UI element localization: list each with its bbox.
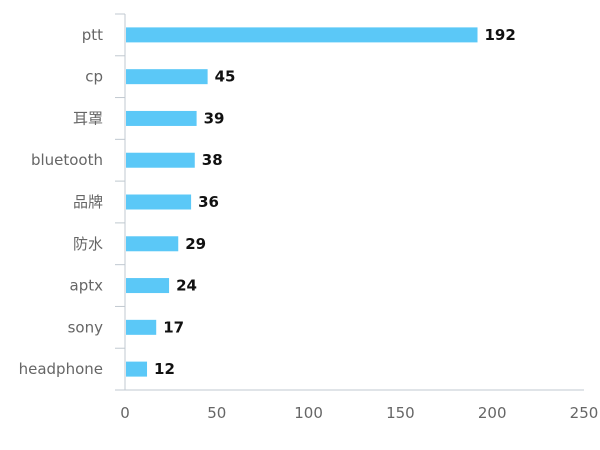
data-label: 12 — [154, 360, 175, 378]
bar-8 — [126, 319, 157, 335]
bar-3 — [126, 110, 197, 126]
category-label: ptt — [82, 26, 103, 44]
data-label: 192 — [485, 26, 516, 44]
data-label: 17 — [163, 318, 184, 336]
x-tick-label: 150 — [386, 404, 415, 422]
category-label: 防水 — [73, 235, 103, 253]
axes-layer — [115, 13, 584, 391]
category-label: 耳罩 — [73, 109, 103, 127]
category-label: headphone — [19, 360, 103, 378]
category-label: sony — [68, 318, 103, 336]
bar-7 — [126, 278, 170, 294]
bar-2 — [126, 69, 208, 85]
bar-6 — [126, 236, 179, 252]
bar-4 — [126, 152, 195, 168]
data-label: 38 — [202, 151, 223, 169]
x-tick-label: 50 — [207, 404, 226, 422]
category-label: cp — [85, 68, 103, 86]
category-label: bluetooth — [31, 151, 103, 169]
bars-layer — [126, 27, 478, 377]
data-label: 24 — [176, 277, 197, 295]
data-label: 36 — [198, 193, 219, 211]
bar-1 — [126, 27, 478, 43]
x-tick-label: 0 — [120, 404, 130, 422]
bar-5 — [126, 194, 192, 210]
x-tick-label: 100 — [294, 404, 323, 422]
labels-layer: ptt 192 cp 45 耳罩 39 bluetooth 38 品牌 36 防水 29 aptx 24 s… — [19, 26, 599, 422]
x-tick-label: 250 — [570, 404, 599, 422]
category-label: 品牌 — [73, 193, 103, 211]
data-label: 39 — [204, 109, 225, 127]
category-label: aptx — [70, 277, 104, 295]
data-label: 29 — [185, 235, 206, 253]
x-tick-label: 200 — [478, 404, 507, 422]
data-label: 45 — [215, 68, 236, 86]
bar-9 — [126, 361, 148, 377]
